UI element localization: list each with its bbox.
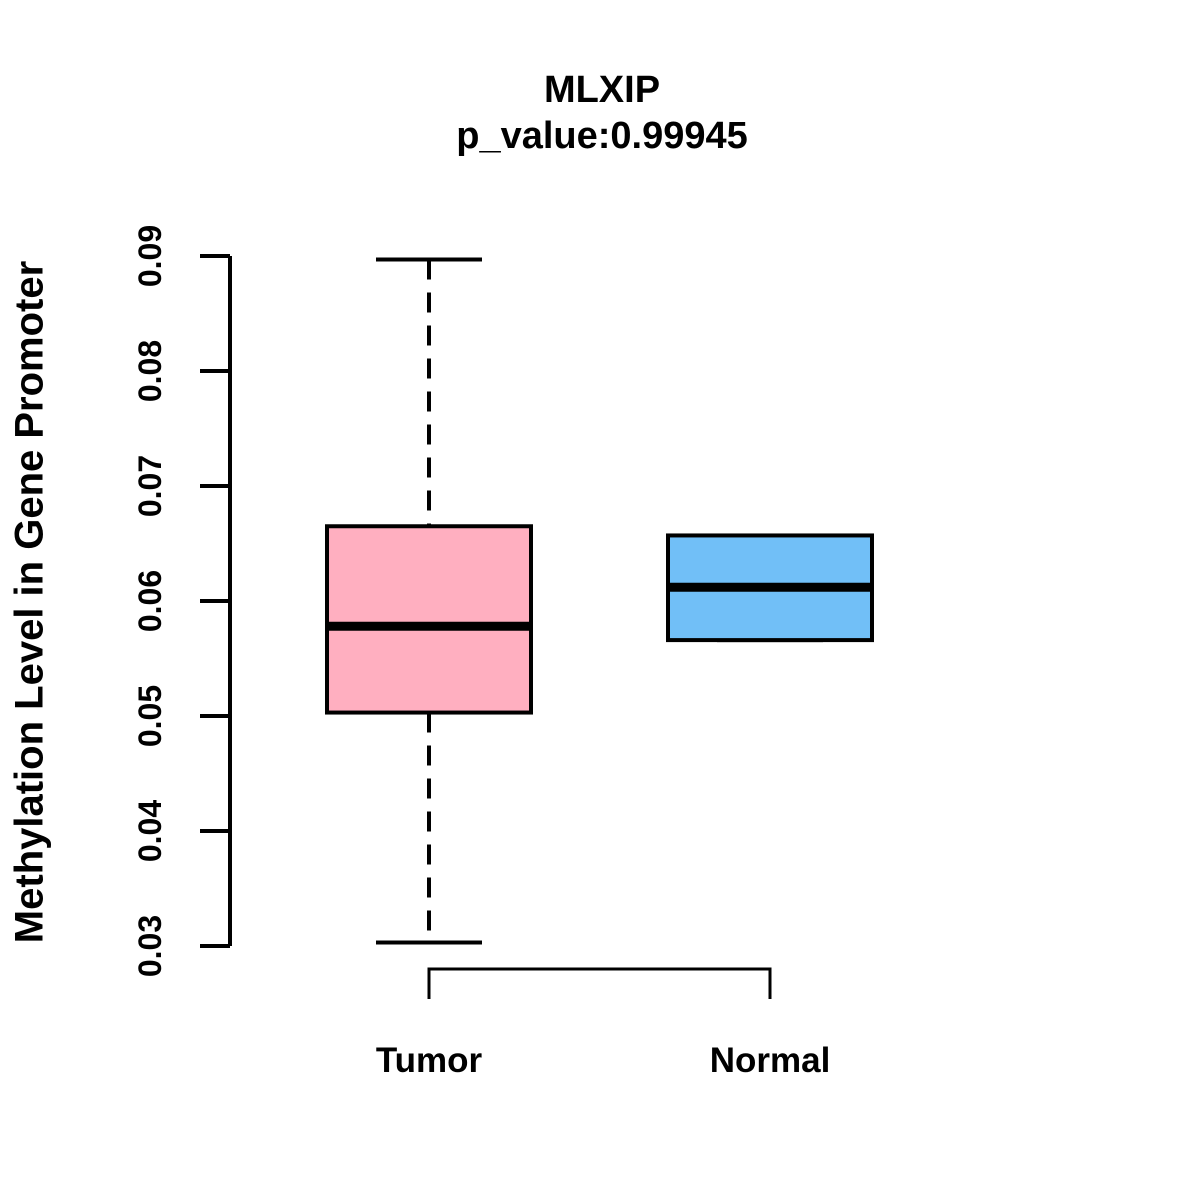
y-axis-tick-label: 0.03 (132, 915, 168, 977)
x-axis-bracket (427, 967, 772, 999)
chart-title: MLXIP (543, 69, 661, 111)
y-axis-tick-label: 0.08 (132, 340, 168, 402)
y-axis-tick-label: 0.07 (132, 455, 168, 517)
tumor-box (325, 524, 533, 715)
y-axis-tick-label: 0.05 (132, 685, 168, 747)
category-label-tumor: Tumor (375, 1041, 483, 1080)
chart-subtitle-pvalue: p_value:0.99945 (456, 115, 748, 157)
y-axis-tick-label: 0.06 (132, 570, 168, 632)
y-axis-tick-label: 0.04 (132, 800, 168, 862)
category-label-normal: Normal (709, 1041, 831, 1080)
y-axis-tick-label: 0.09 (132, 225, 168, 287)
